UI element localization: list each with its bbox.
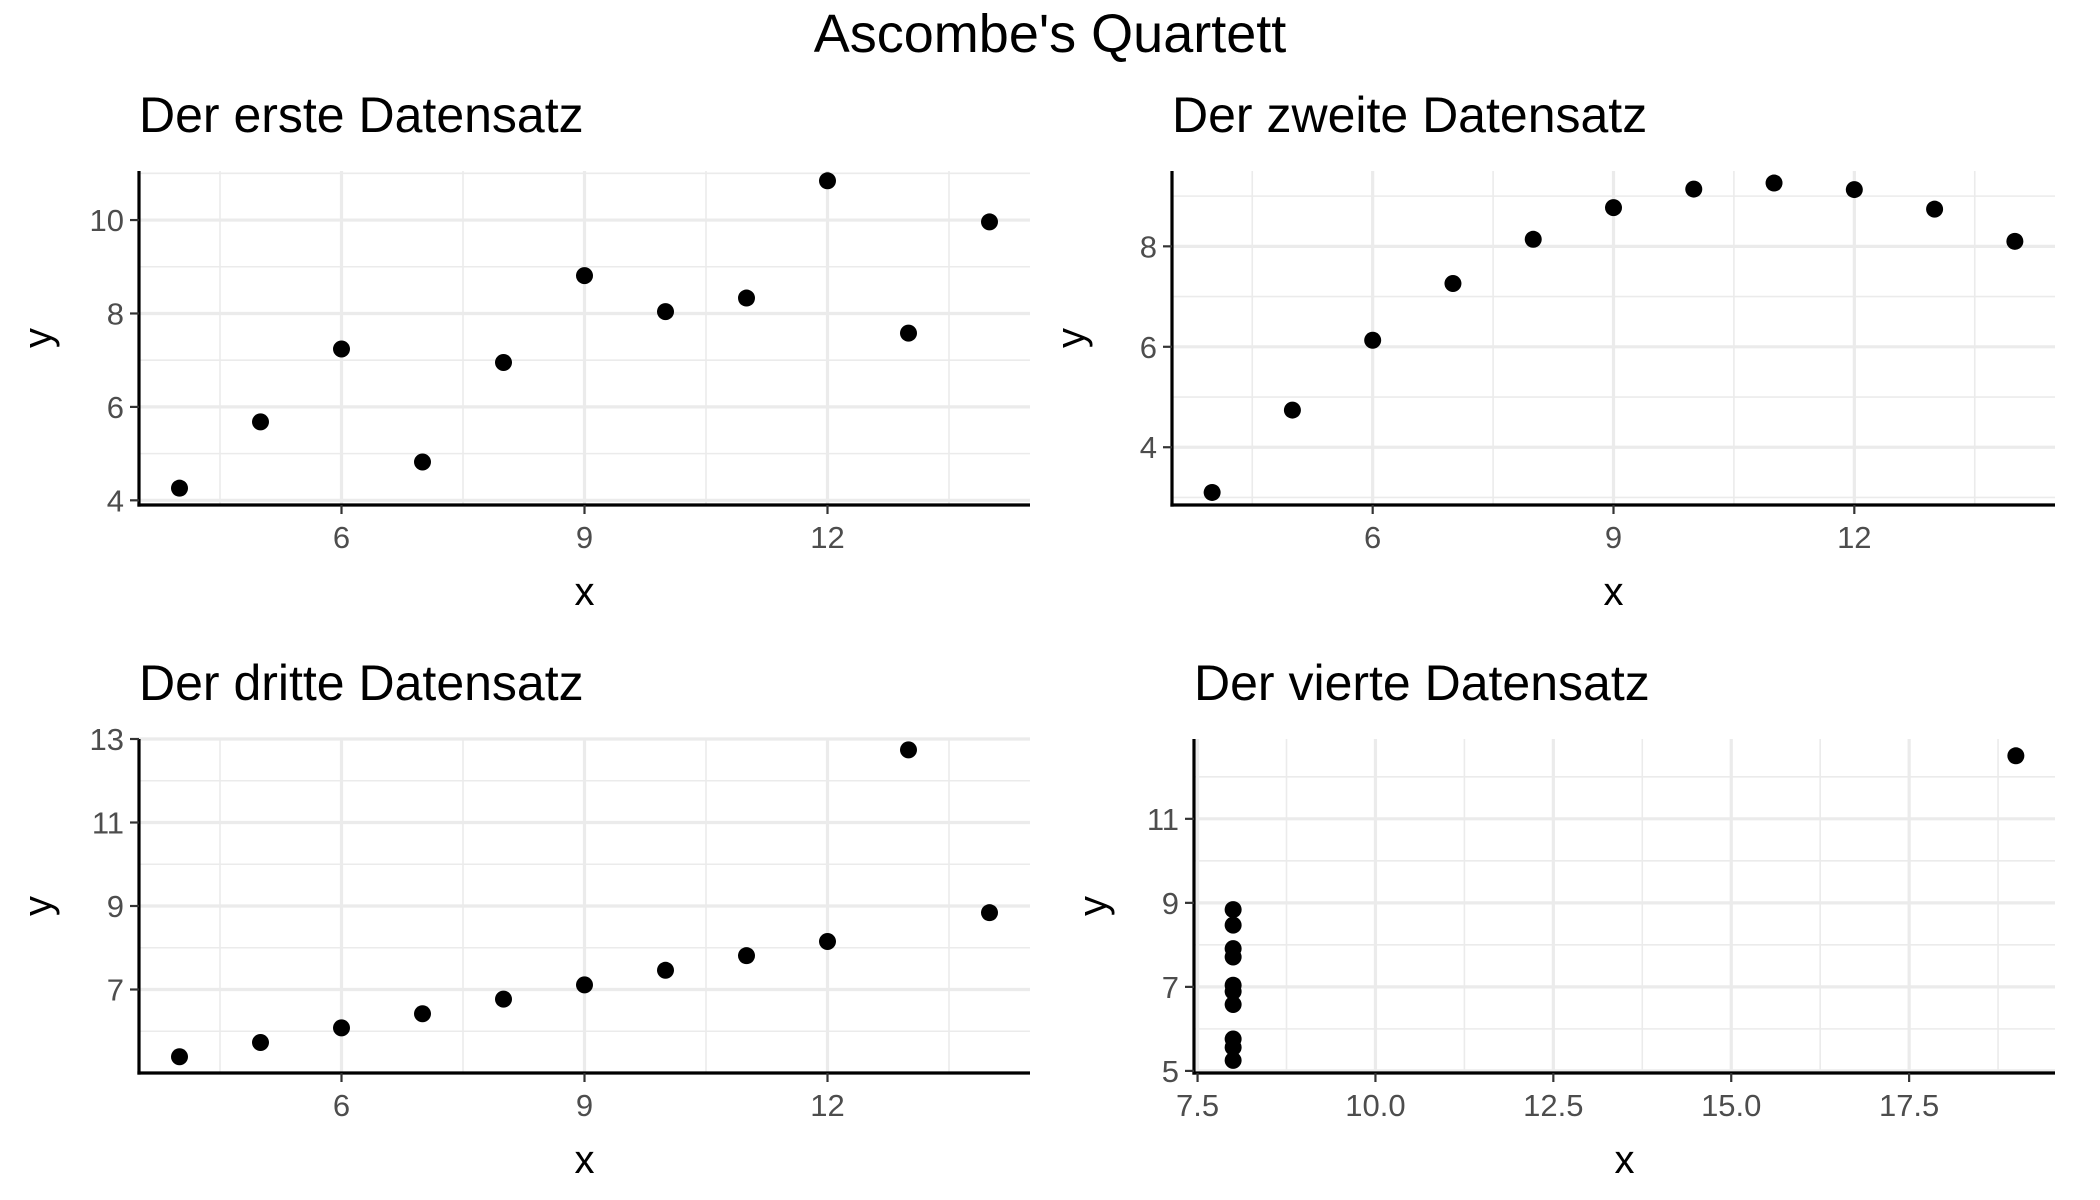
data-point — [576, 267, 593, 285]
x-tick-label: 12 — [810, 1088, 844, 1123]
data-point — [171, 479, 188, 497]
x-tick-label: 6 — [333, 520, 350, 555]
data-point — [738, 947, 755, 965]
x-tick-label: 12 — [1837, 520, 1871, 555]
data-point — [1224, 916, 1242, 934]
x-tick-label: 10.0 — [1345, 1088, 1405, 1123]
data-point — [252, 1034, 269, 1052]
data-point — [414, 1005, 431, 1023]
data-point — [981, 213, 998, 231]
data-point — [1203, 483, 1221, 501]
y-tick-label: 11 — [1147, 802, 1179, 837]
data-point — [1605, 199, 1622, 217]
x-tick-label: 7.5 — [1176, 1088, 1219, 1123]
data-point — [738, 289, 755, 307]
figure-title: Ascombe's Quartett — [814, 4, 1287, 64]
data-point — [252, 413, 269, 431]
y-tick-label: 11 — [92, 806, 124, 841]
panel-2: 6 9 12 4 6 8 Der zweite Datensatz x y — [1049, 87, 2055, 614]
y-tick-label: 6 — [107, 390, 124, 425]
y-tick-label: 4 — [1140, 430, 1157, 465]
data-point — [2007, 747, 2025, 765]
data-point — [900, 324, 917, 342]
data-point — [495, 354, 512, 372]
data-point — [1364, 331, 1382, 349]
x-axis-title: x — [575, 1138, 595, 1182]
panel-1: 6 9 12 4 6 8 10 Der erste Datensatz x y — [16, 87, 1030, 614]
data-point — [1283, 401, 1301, 419]
panel-title: Der vierte Datensatz — [1194, 655, 1650, 711]
y-tick-label: 4 — [107, 483, 124, 518]
x-tick-label: 12 — [810, 520, 844, 555]
data-point — [576, 976, 593, 994]
y-axis-title: y — [1049, 328, 1093, 348]
data-point — [333, 1019, 350, 1037]
data-point — [1224, 996, 1242, 1014]
x-tick-label: 9 — [1605, 520, 1622, 555]
x-tick-label: 17.5 — [1879, 1088, 1939, 1123]
data-point — [1224, 982, 1242, 1000]
data-point — [981, 904, 998, 922]
data-point — [819, 172, 836, 190]
x-tick-label: 6 — [333, 1088, 350, 1123]
data-point — [1224, 940, 1242, 958]
panel-title: Der dritte Datensatz — [139, 655, 584, 711]
y-axis-title: y — [1071, 896, 1115, 916]
panel-4: 7.5 10.0 12.5 15.0 17.5 5 7 9 11 Der vierte Daten… — [1071, 655, 2055, 1182]
data-point — [1524, 230, 1542, 248]
data-point — [1224, 901, 1242, 919]
y-axis-title: y — [16, 896, 60, 916]
data-point — [414, 453, 431, 471]
y-tick-label: 7 — [107, 973, 124, 1008]
y-tick-label: 13 — [90, 722, 124, 757]
data-point — [657, 961, 674, 979]
x-axis-title: x — [575, 570, 595, 614]
data-point — [1845, 181, 1863, 199]
data-point — [171, 1048, 188, 1066]
x-tick-label: 15.0 — [1701, 1088, 1761, 1123]
data-point — [657, 303, 674, 321]
y-tick-label: 10 — [90, 203, 124, 238]
data-point — [1765, 174, 1783, 192]
x-tick-label: 9 — [576, 1088, 593, 1123]
y-tick-label: 8 — [1140, 229, 1157, 264]
y-tick-label: 9 — [1162, 886, 1179, 921]
y-tick-label: 8 — [107, 296, 124, 331]
data-point — [495, 990, 512, 1008]
y-tick-label: 5 — [1162, 1054, 1179, 1089]
data-point — [819, 932, 836, 950]
x-axis-title: x — [1604, 570, 1624, 614]
data-point — [2006, 232, 2024, 250]
data-point — [1224, 1051, 1242, 1069]
y-tick-label: 9 — [107, 889, 124, 924]
data-point — [1224, 1038, 1242, 1056]
panel-title: Der zweite Datensatz — [1172, 87, 1647, 143]
y-tick-label: 6 — [1140, 330, 1157, 365]
data-point — [1444, 275, 1462, 293]
y-axis-title: y — [16, 328, 60, 348]
data-point — [333, 340, 350, 358]
x-tick-label: 12.5 — [1523, 1088, 1583, 1123]
panel-3: 6 9 12 7 9 11 13 Der dritte Datensatz x y — [16, 655, 1030, 1182]
panels: 6 9 12 4 6 8 10 Der erste Datensatz x y 6 9 12 4 6 8 Der… — [16, 87, 2055, 1182]
panel-title: Der erste Datensatz — [139, 87, 584, 143]
x-axis-title: x — [1615, 1138, 1635, 1182]
data-point — [1926, 200, 1944, 218]
data-point — [900, 741, 917, 759]
data-point — [1685, 180, 1703, 198]
y-tick-label: 7 — [1162, 970, 1179, 1005]
x-tick-label: 9 — [576, 520, 593, 555]
x-tick-label: 6 — [1364, 520, 1381, 555]
